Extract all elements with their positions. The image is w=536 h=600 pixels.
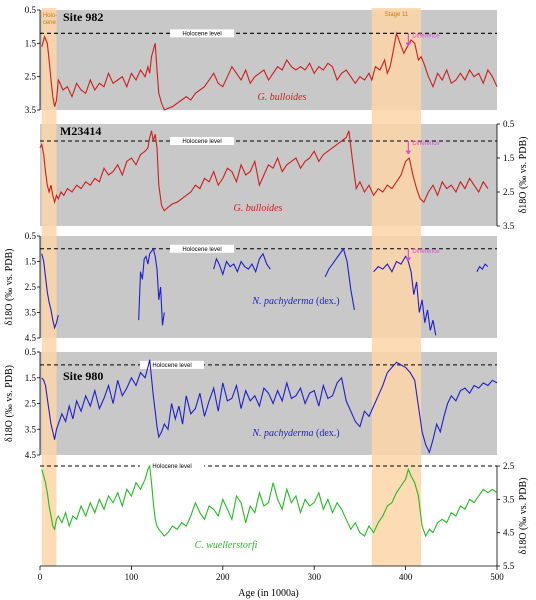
panel-1-difference-arrowhead: [405, 42, 412, 47]
interval-label-holocene: cene: [43, 20, 57, 26]
panel-4-series-line-1: [41, 359, 498, 454]
panel-4-y-tick-label-1: 1.5: [25, 373, 37, 383]
panel-1-holocene-label: Holocene level: [182, 31, 221, 37]
panel-2-difference-label: Difference: [412, 141, 440, 147]
panel-4-holocene-label: Holocene level: [152, 363, 191, 369]
panel-3-series-line-6: [476, 263, 489, 272]
panel-3-series-line-5: [373, 255, 437, 336]
panel-2-y-tick-label-2: 2.5: [503, 187, 515, 197]
panel-4-y-tick-label-2: 2.5: [25, 399, 37, 409]
panel-5-species-label: C. wuellerstorfi: [195, 540, 258, 551]
panel-2-holocene-label-bg: [170, 137, 234, 145]
panel-2-holocene-label: Holocene level: [182, 139, 221, 145]
panel-1-y-tick-label-0: 0.5: [25, 5, 37, 15]
interval-label-stage11: Stage 11: [385, 12, 409, 18]
panel-3-y-tick-label-4: 4.5: [25, 333, 37, 343]
panel-4-y-tick-label-3: 3.5: [25, 424, 37, 434]
panel-1-series-line-1: [41, 31, 498, 111]
panel-3-species-label: N. pachyderma (dex.): [251, 296, 339, 307]
panel-3-y-tick-label-2: 2.5: [25, 282, 37, 292]
x-tick-label-5: 500: [490, 572, 504, 582]
panel-5-y-tick-label-2: 4.5: [503, 528, 515, 538]
panel-3-series-line-3: [213, 252, 271, 277]
panel-4-y-tick-label-4: 4.5: [25, 450, 37, 460]
panel-5-holocene-label-bg: [140, 462, 204, 470]
panel-5-y-tick-label-1: 3.5: [503, 494, 515, 504]
panel-1-species-label: G. bulloides: [258, 92, 307, 103]
panel-3-holocene-label: Holocene level: [182, 247, 221, 253]
panel-4-y-tick-label-0: 0.5: [25, 347, 37, 357]
x-tick-label-3: 300: [307, 572, 321, 582]
panel-5-y-tick-label-3: 5.5: [503, 561, 515, 571]
panel-2-series-line-1: [39, 130, 489, 212]
panel-3-series-line-1: [41, 253, 59, 330]
x-tick-label-0: 0: [38, 572, 43, 582]
panel-1-holocene-label-bg: [170, 29, 234, 38]
x-axis-label: Age (in 1000a): [238, 588, 299, 599]
panel-2-y-tick-label-1: 1.5: [503, 153, 515, 163]
panel-3-difference-arrowhead: [405, 257, 412, 262]
x-tick-label-2: 200: [216, 572, 230, 582]
panel-1-site-label: Site 982: [63, 10, 103, 24]
panel-2-y-tick-label-0: 0.5: [503, 119, 515, 129]
panel-3-series-line-4: [324, 247, 355, 310]
panel-3-y-tick-label-1: 1.5: [25, 257, 37, 267]
x-tick-label-1: 100: [125, 572, 139, 582]
panel-3-y-tick-label-0: 0.5: [25, 231, 37, 241]
panel-3-holocene-label-bg: [170, 244, 234, 253]
panel-1-y-tick-label-2: 2.5: [25, 72, 37, 82]
panel-2-site-label: M23414: [60, 124, 101, 138]
panel-2-y-axis-label: δ18O (‰ vs. PDB): [518, 137, 529, 214]
panel-5-y-axis-label: δ18O (‰ vs. PDB): [518, 478, 529, 555]
panel-4-y-axis-label: δ18O (‰ vs. PDB): [4, 365, 15, 442]
interval-label-holocene: Holo-: [43, 13, 57, 19]
panel-2-species-label: G. bulloides: [234, 203, 283, 214]
x-tick-label-4: 400: [399, 572, 413, 582]
panel-3-series-line-2: [138, 247, 165, 326]
panel-3-y-axis-label: δ18O (‰ vs. PDB): [4, 249, 15, 326]
panel-3-y-tick-label-3: 3.5: [25, 308, 37, 318]
panel-1-difference-label: Difference: [412, 33, 440, 39]
panel-1-y-tick-label-3: 3.5: [25, 105, 37, 115]
panel-4-holocene-label-bg: [140, 360, 204, 369]
panel-1-y-tick-label-1: 1.5: [25, 38, 37, 48]
panel-background-4: [40, 352, 497, 455]
shaded-interval-2: [371, 8, 422, 566]
panel-4-site-label: Site 980: [63, 369, 103, 383]
panel-5-holocene-label: Holocene level: [152, 464, 191, 470]
panel-3-difference-label: Difference: [412, 249, 440, 255]
panel-5-series-line-1: [41, 464, 498, 538]
panel-5-y-tick-label-0: 2.5: [503, 461, 515, 471]
panel-2-difference-arrowhead: [405, 150, 412, 155]
shaded-interval-1: [41, 8, 57, 566]
panel-2-y-tick-label-3: 3.5: [503, 221, 515, 231]
panel-4-species-label: N. pachyderma (dex.): [251, 428, 339, 439]
